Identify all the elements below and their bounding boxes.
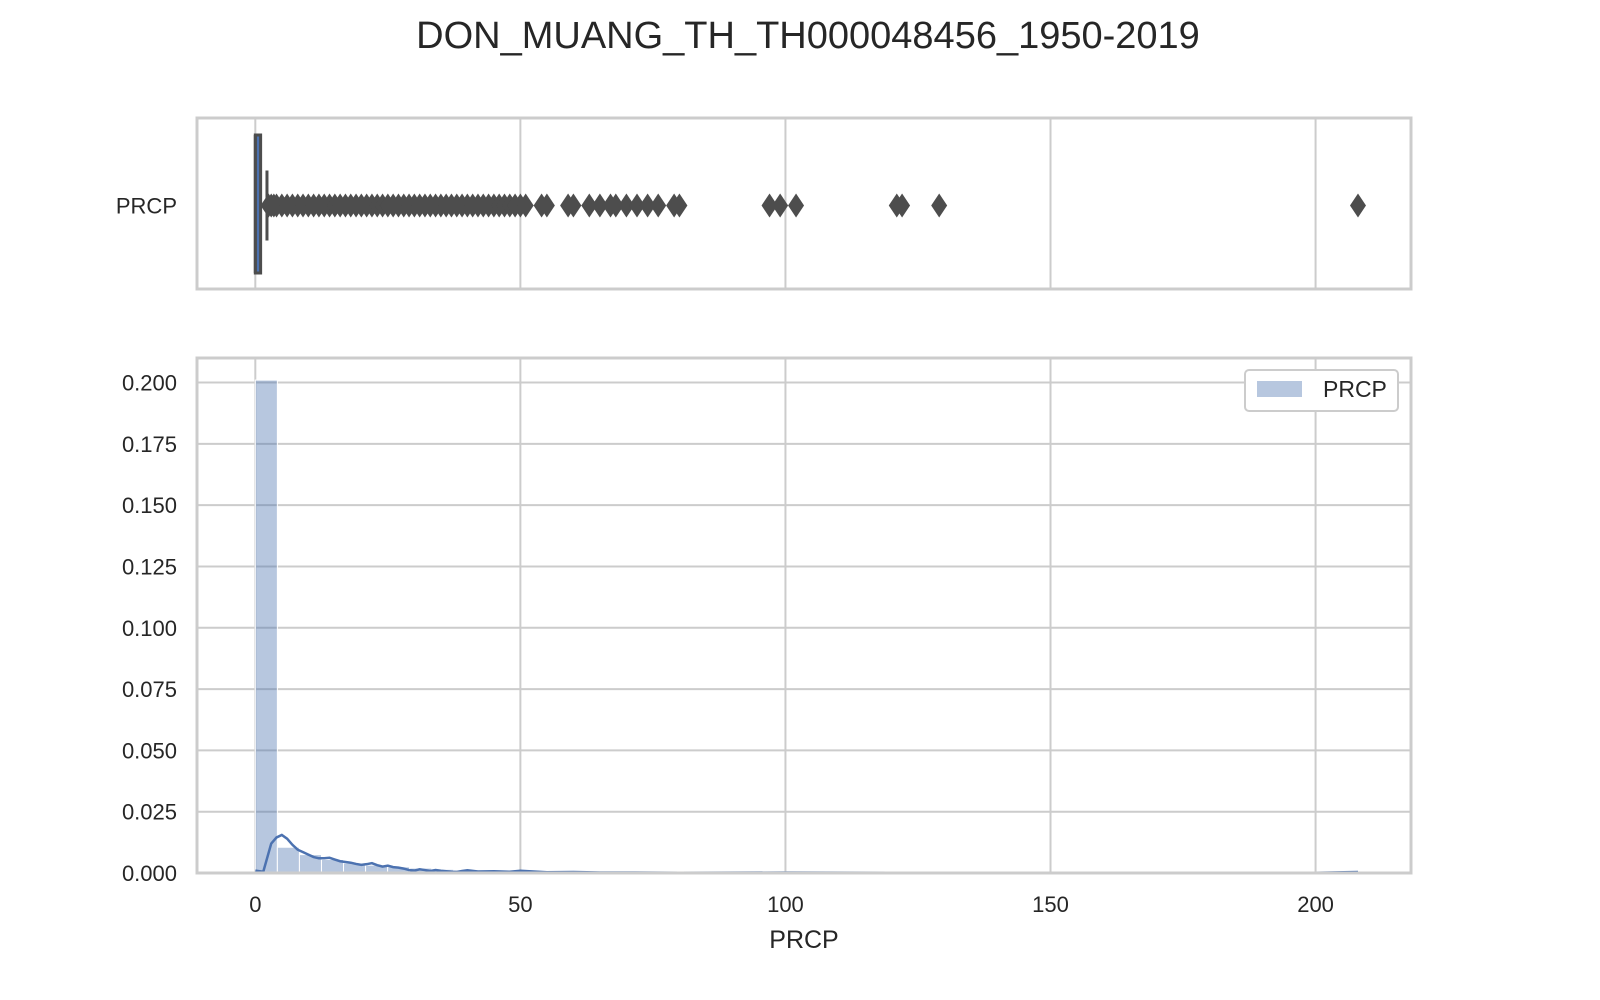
y-tick-label: 0.125	[122, 554, 177, 579]
boxplot-outlier	[591, 193, 608, 218]
boxplot-frame	[195, 116, 1413, 291]
boxplot-outlier	[639, 193, 656, 218]
boxplot-outlier	[671, 193, 688, 218]
histogram-frame	[195, 356, 1413, 875]
x-axis-label: PRCP	[769, 926, 838, 954]
histogram-gridlines	[197, 358, 1411, 874]
boxplot-outliers	[260, 193, 1366, 218]
boxplot-outlier	[772, 193, 789, 218]
y-tick-label: 0.050	[122, 738, 177, 763]
y-tick-label: 0.000	[122, 861, 177, 886]
x-tick-label: 200	[1297, 892, 1334, 917]
y-tick-label: 0.025	[122, 800, 177, 825]
boxplot-category-label: PRCP	[116, 194, 177, 219]
x-tick-label: 50	[508, 892, 532, 917]
boxplot-outlier	[1349, 193, 1366, 218]
boxplot-outlier	[538, 193, 555, 218]
x-tick-label: 150	[1032, 892, 1069, 917]
y-tick-label: 0.175	[122, 432, 177, 457]
histogram-bar	[254, 379, 278, 874]
boxplot-outlier	[788, 193, 805, 218]
y-tick-label: 0.200	[122, 371, 177, 396]
boxplot-outlier	[581, 193, 598, 218]
y-tick-label: 0.100	[122, 616, 177, 641]
boxplot-outlier	[931, 193, 948, 218]
x-tick-labels: 0 50 100 150 200	[249, 892, 1334, 917]
x-tick-label: 0	[249, 892, 261, 917]
boxplot-outlier	[629, 193, 646, 218]
histogram-bars	[254, 379, 1359, 874]
legend-swatch	[1257, 381, 1302, 397]
histogram-bar	[276, 846, 300, 874]
boxplot-outlier	[517, 193, 534, 218]
legend-label: PRCP	[1323, 376, 1387, 402]
legend-box	[1244, 369, 1399, 412]
histogram-panel: 0.000 0.025 0.050 0.075 0.100 0.125 0.150 0.175…	[122, 356, 1413, 954]
y-tick-labels: 0.000 0.025 0.050 0.075 0.100 0.125 0.150 0.175…	[122, 371, 177, 886]
boxplot-outlier	[618, 193, 635, 218]
y-tick-label: 0.075	[122, 677, 177, 702]
boxplot-panel: PRCP	[116, 116, 1413, 291]
boxplot-outlier	[607, 193, 624, 218]
boxplot-outlier	[761, 193, 778, 218]
boxplot-outlier	[565, 193, 582, 218]
boxplot-outlier	[894, 193, 911, 218]
figure-title: DON_MUANG_TH_TH000048456_1950-2019	[416, 15, 1200, 57]
legend: PRCP	[1244, 369, 1399, 412]
boxplot-outlier	[650, 193, 667, 218]
x-tick-label: 100	[767, 892, 804, 917]
y-tick-label: 0.150	[122, 493, 177, 518]
kde-line	[255, 833, 1359, 875]
